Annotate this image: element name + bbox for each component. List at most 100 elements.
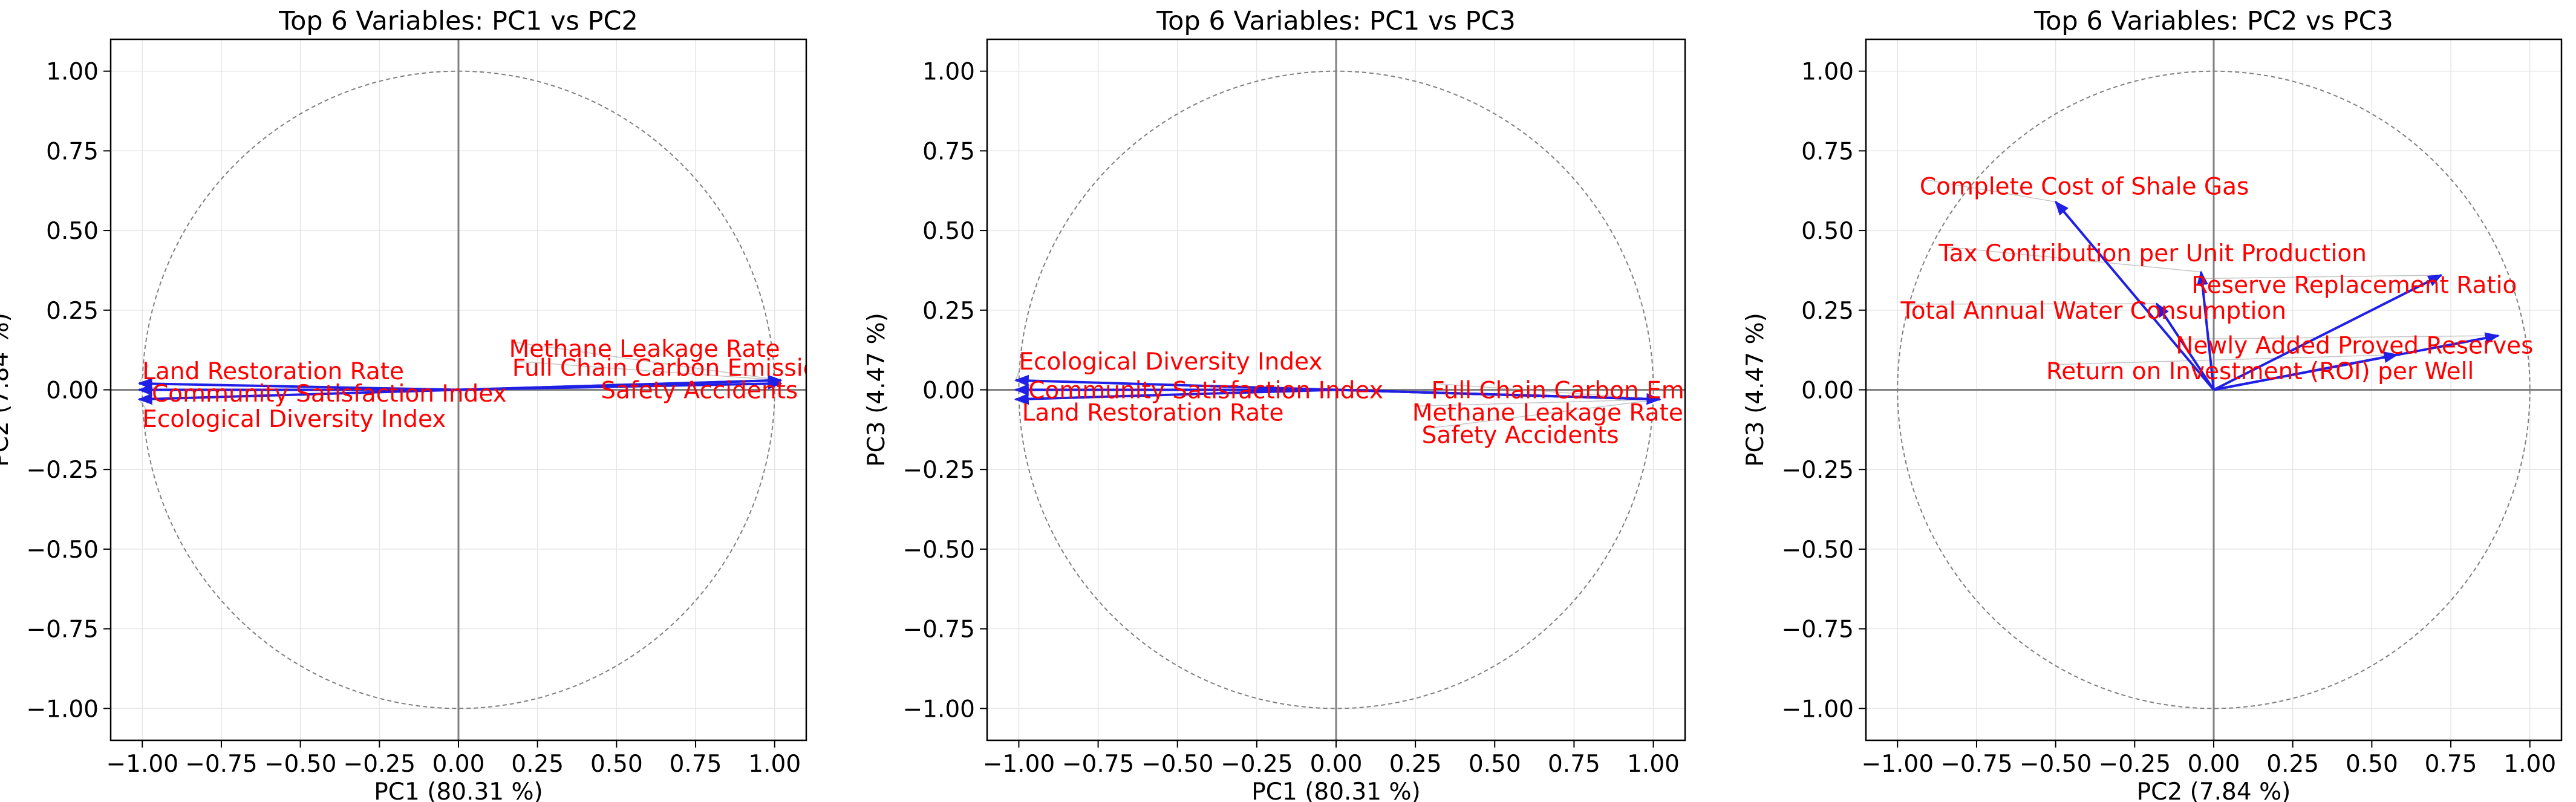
loading-label: Complete Cost of Shale Gas [1920,173,2249,200]
y-tick-label: −0.25 [902,457,975,484]
x-tick-label: 1.00 [1627,751,1680,778]
loading-label: Tax Contribution per Unit Production [1938,240,2367,267]
x-tick-label: −0.25 [1221,751,1293,778]
x-tick-label: 0.25 [1389,751,1442,778]
loading-arrow [1014,388,1337,405]
leader-line [1437,383,1660,400]
x-tick-label: 0.75 [2425,751,2477,778]
x-tick-label: 1.00 [748,751,801,778]
x-tick-label: 0.25 [2266,751,2319,778]
loading-arrow [2055,200,2215,391]
x-tick-label: 0.50 [590,751,643,778]
loading-label: Community Satisfaction Index [152,380,507,408]
leader-line [2052,354,2398,365]
leader-line [2182,335,2499,340]
leader-line [1945,246,2202,273]
loading-arrow [137,388,459,405]
y-tick-label: −0.50 [26,536,99,564]
y-tick-label: 0.00 [1801,377,1854,405]
y-tick-label: 1.00 [922,59,975,86]
y-tick-label: 0.50 [46,218,99,245]
loading-label: Reserve Replacement Ratio [2191,272,2517,299]
y-tick-label: 0.50 [1801,218,1854,245]
y-tick-label: 1.00 [1801,59,1854,86]
x-tick-label: −1.00 [1862,751,1934,778]
plot-area: Complete Cost of Shale Gas Tax Contributi… [1900,173,2533,391]
x-tick-label: −0.75 [185,751,258,778]
loading-label: Full Chain Carbon Emission [1431,377,1751,405]
x-tick-label: −0.75 [1062,751,1135,778]
loading-arrow [2196,270,2215,390]
y-tick-label: 0.75 [922,138,975,165]
y-tick-label: 0.25 [922,298,975,325]
y-tick-label: 0.75 [46,138,99,165]
loading-arrow [1014,374,1337,391]
x-axis-label: PC1 (80.31 %) [1251,778,1421,802]
y-tick-label: 0.75 [1801,138,1854,165]
x-axis-label: PC2 (7.84 %) [2137,778,2291,802]
y-tick-label: 0.50 [922,218,975,245]
panel-3: Complete Cost of Shale Gas Tax Contributi… [1742,6,2563,802]
leader-line [515,342,781,381]
x-axis-label: PC1 (80.31 %) [374,778,543,802]
x-tick-label: −0.25 [2099,751,2171,778]
x-tick-label: −0.50 [2020,751,2092,778]
loading-label: Safety Accidents [1422,422,1619,449]
x-tick-label: 0.00 [2188,751,2240,778]
loading-arrow [458,377,783,391]
y-axis-label: PC3 (4.47 %) [1742,313,1769,467]
y-tick-label: −0.25 [1781,457,1854,484]
leader-line [518,360,781,381]
y-tick-label: −0.75 [26,616,99,644]
y-tick-label: −1.00 [26,696,99,723]
leader-line [1418,399,1660,407]
x-tick-label: 0.50 [2346,751,2398,778]
loading-label: Methane Leakage Rate [1412,399,1683,426]
x-tick-label: 0.75 [670,751,722,778]
y-axis-label: PC2 (7.84 %) [0,313,14,467]
loading-label: Total Annual Water Consumption [1900,298,2286,325]
x-tick-label: 1.00 [2503,751,2556,778]
x-tick-label: 0.00 [432,751,485,778]
y-tick-label: −0.50 [902,536,975,564]
leader-line [1427,399,1660,429]
x-tick-label: −0.75 [1940,751,2013,778]
loading-label: Ecological Diversity Index [142,406,446,433]
x-tick-label: −0.50 [264,751,337,778]
y-tick-label: 1.00 [46,59,99,86]
y-tick-label: 0.00 [46,377,99,405]
leader-line [1925,179,2056,203]
loading-label: Safety Accidents [601,377,798,405]
y-axis-label: PC3 (4.47 %) [863,313,890,467]
y-tick-label: 0.25 [46,298,99,325]
chart-title: Top 6 Variables: PC1 vs PC2 [278,6,638,36]
y-tick-label: 0.25 [1801,298,1854,325]
y-tick-label: −1.00 [902,696,975,723]
x-tick-label: 0.50 [1469,751,1521,778]
loading-label: Ecological Diversity Index [1019,348,1322,376]
x-tick-label: 0.75 [1548,751,1600,778]
y-tick-label: −0.50 [1781,536,1854,564]
x-tick-label: −1.00 [983,751,1055,778]
y-tick-label: 0.00 [922,377,975,405]
x-tick-label: 0.25 [511,751,564,778]
loading-label: Return on Investment (ROI) per Well [2046,358,2474,385]
y-tick-label: −0.25 [26,457,99,484]
y-tick-label: −1.00 [1781,696,1854,723]
x-tick-label: −0.25 [344,751,416,778]
y-tick-label: −0.75 [1781,616,1854,644]
chart-title: Top 6 Variables: PC1 vs PC3 [1156,6,1516,36]
loading-label: Community Satisfaction Index [1028,377,1383,405]
loading-label: Land Restoration Rate [142,358,404,385]
x-tick-label: −0.50 [1141,751,1214,778]
loading-arrow [2156,302,2215,391]
x-tick-label: −1.00 [106,751,179,778]
loading-label: Land Restoration Rate [1022,399,1284,426]
loading-label: Full Chain Carbon Emission [512,355,832,382]
